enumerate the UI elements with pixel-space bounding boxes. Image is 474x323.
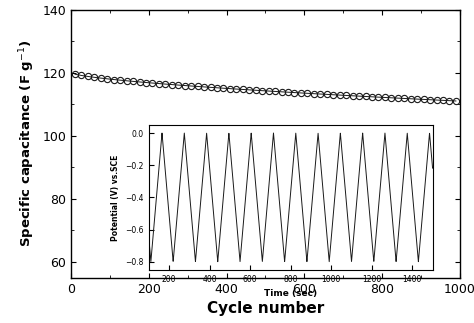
X-axis label: Cycle number: Cycle number — [207, 301, 324, 316]
Y-axis label: Specific capacitance (F g$^{-1}$): Specific capacitance (F g$^{-1}$) — [17, 40, 37, 247]
